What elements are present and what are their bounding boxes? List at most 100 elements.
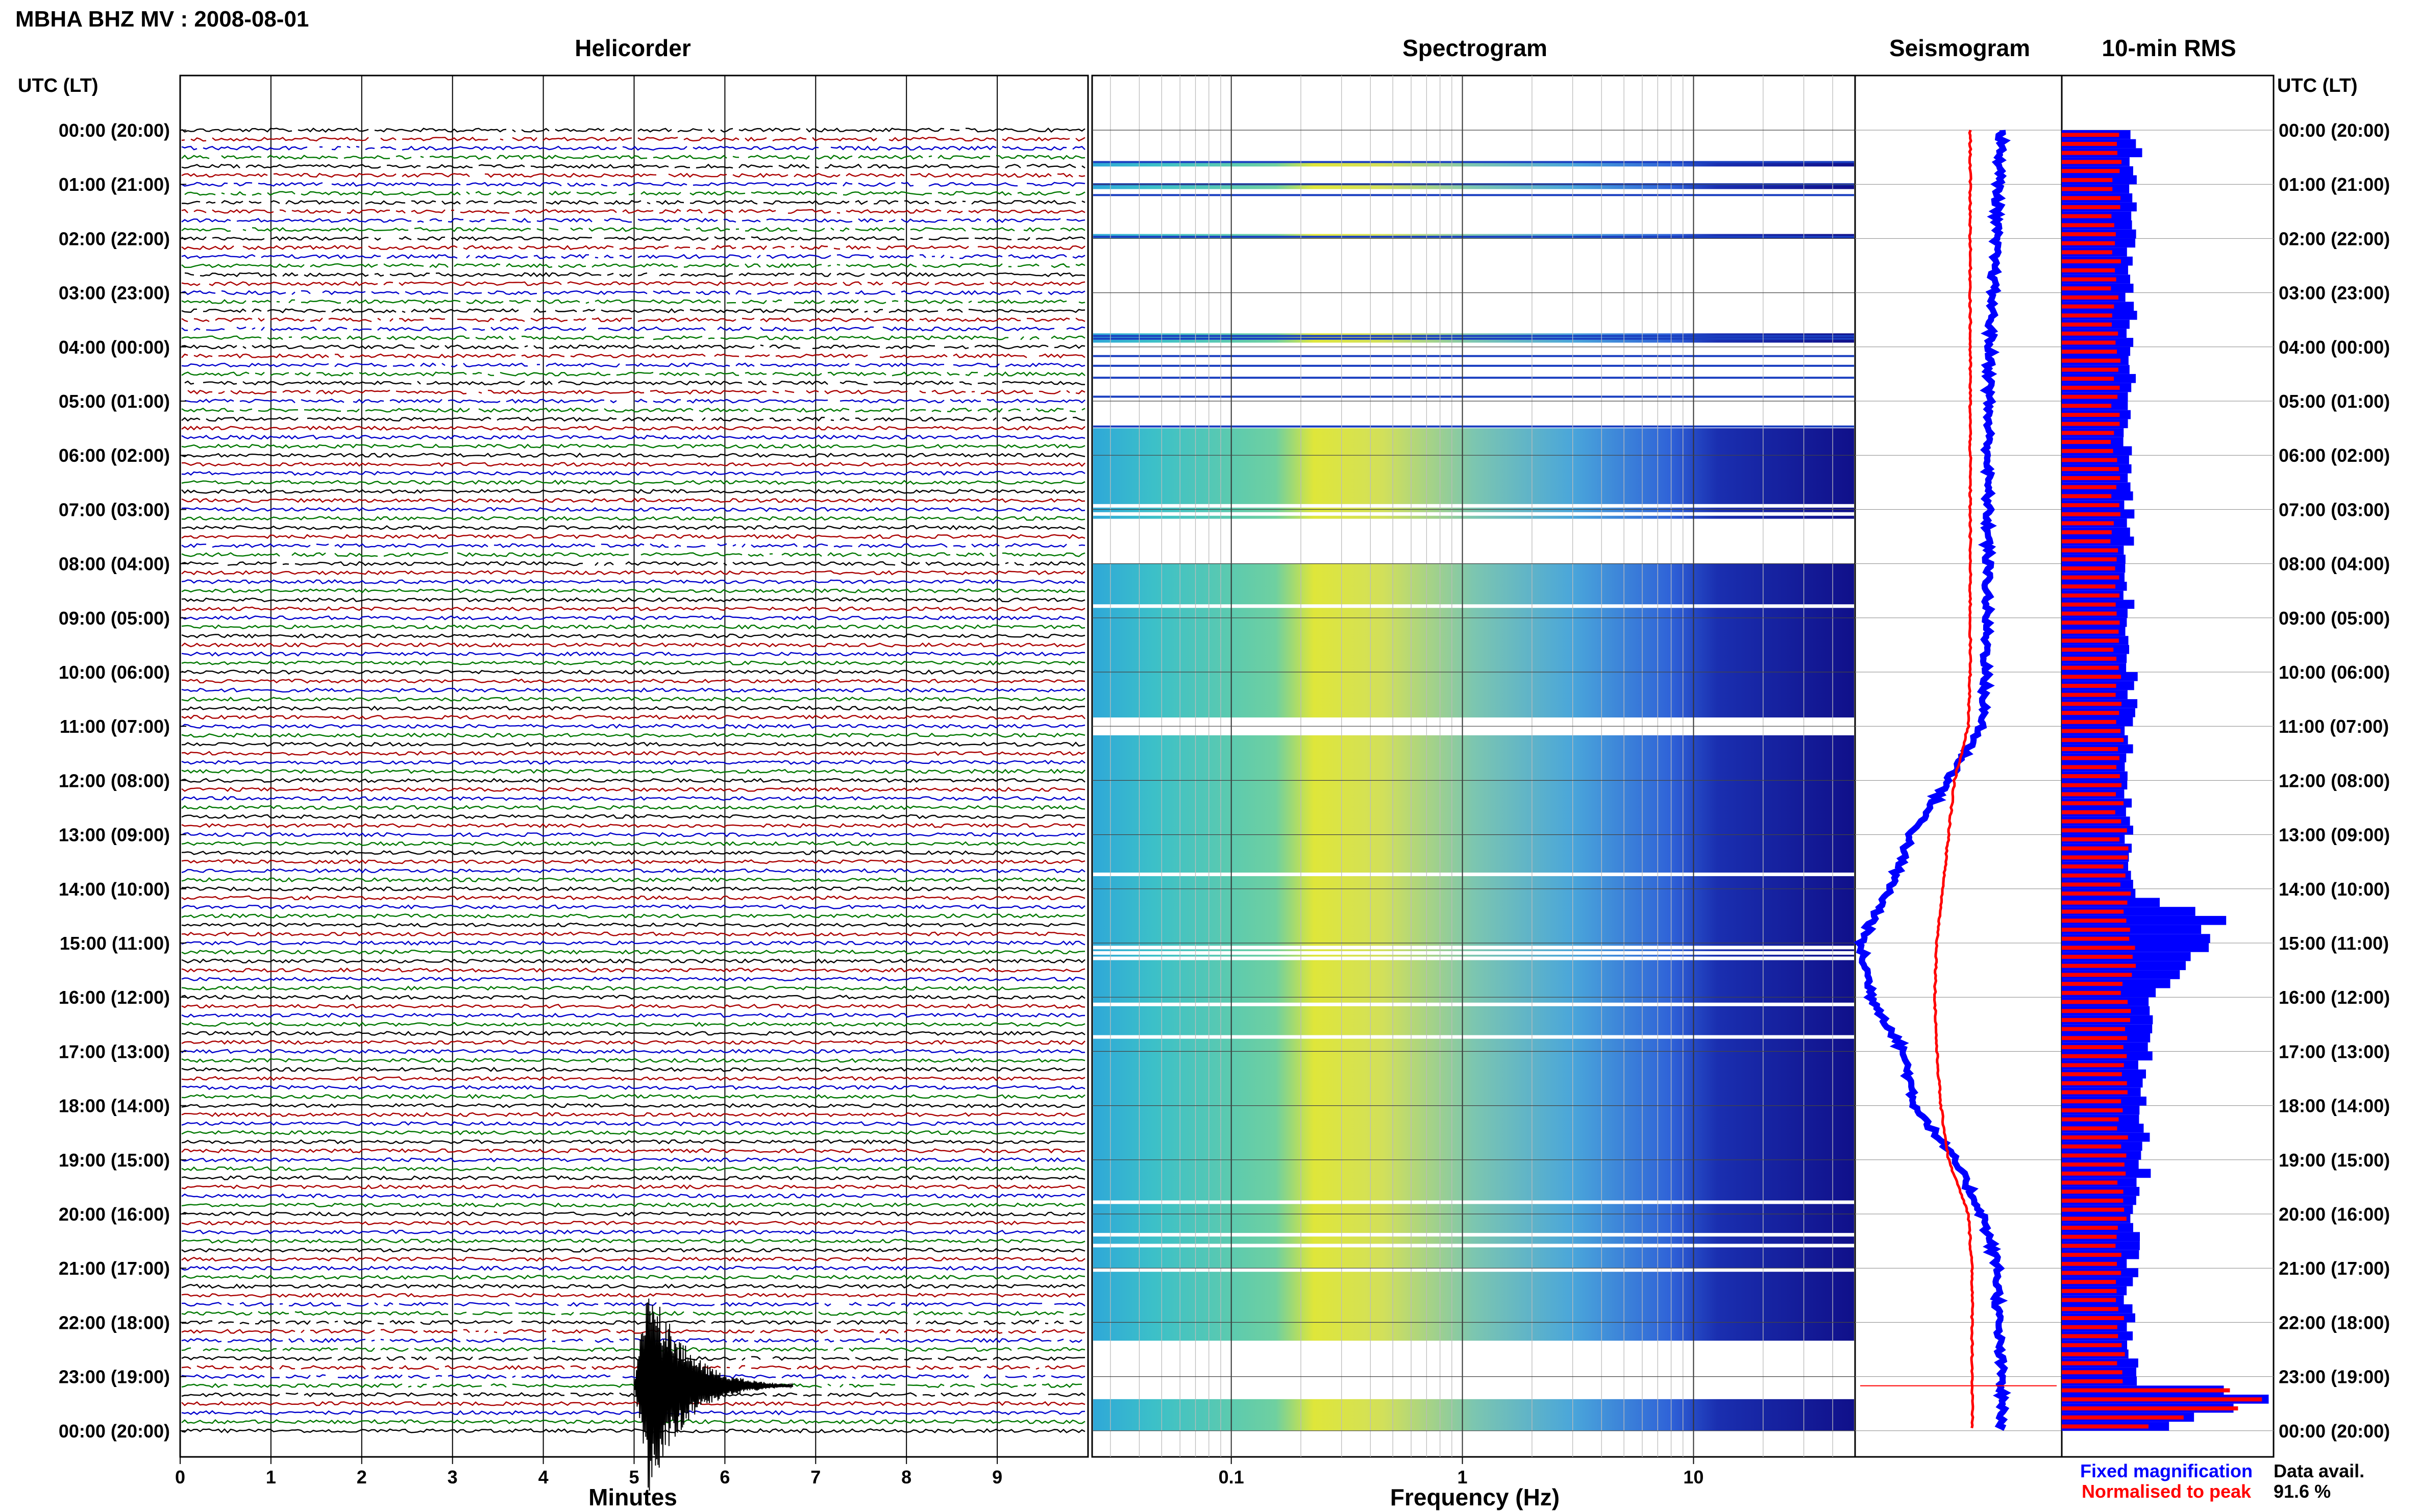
spectrogram-stray-line (1093, 425, 1854, 428)
helicorder-trace (184, 190, 1085, 196)
y-tick-label: 20:00 (16:00) (59, 1204, 170, 1225)
y-tick-labels-left: 00:00 (20:00) 01:00 (21:00) 02:00 (22:00) 0… (59, 120, 186, 1442)
spectrogram-row (1093, 965, 1854, 971)
spectrogram-stray-line (1093, 337, 1854, 340)
rms-normalised-bar (2062, 394, 2118, 399)
spectrogram-row (1093, 853, 1854, 858)
y-tick-label: 21:00 (17:00) (59, 1258, 170, 1279)
spectrogram-row (1093, 947, 1854, 953)
rms-normalised-bar (2062, 1207, 2125, 1212)
rms-normalised-bar (2062, 1325, 2117, 1329)
spectrogram-row (1093, 1403, 1854, 1409)
spectrogram-row (1093, 1146, 1854, 1151)
y-tick-label: 07:00 (03:00) (59, 499, 170, 520)
rms-normalised-bar (2062, 738, 2124, 742)
y-tick-label: 16:00 (12:00) (2279, 987, 2390, 1008)
spectrogram-row (1093, 685, 1854, 690)
helicorder-trace (181, 1392, 1085, 1398)
spectrogram-gap-line (1093, 731, 1854, 735)
spectrogram-row (1093, 1327, 1854, 1332)
rms-normalised-bar (2062, 350, 2117, 354)
helicorder-trace (181, 434, 1085, 440)
rms-normalised-bar (2062, 1217, 2127, 1221)
y-tick-label: 19:00 (15:00) (59, 1150, 170, 1171)
rms-normalised-bar (2062, 1117, 2119, 1122)
minutes-tick-label: 1 (266, 1467, 276, 1488)
spectrogram-row (1093, 451, 1854, 456)
rms-normalised-bar (2062, 214, 2112, 218)
rms-normalised-bar (2062, 891, 2131, 896)
y-tick-label: 19:00 (15:00) (2279, 1150, 2390, 1171)
rms-normalised-bar (2062, 431, 2114, 435)
spectrogram-row (1093, 807, 1854, 812)
spectrogram-stray-line (1093, 355, 1854, 357)
rms-normalised-bar (2062, 1135, 2128, 1139)
spectrogram-row (1093, 1096, 1854, 1102)
legend-fixed-magnification: Fixed magnification (2080, 1460, 2253, 1481)
y-tick-label: 00:00 (20:00) (59, 120, 170, 141)
helicorder-trace (181, 1157, 1085, 1162)
helicorder-trace (181, 697, 1085, 702)
spectrogram-row (1093, 491, 1854, 497)
rms-normalised-bar (2062, 268, 2115, 272)
spectrogram-row (1093, 1236, 1854, 1242)
helicorder-trace (181, 1229, 1085, 1235)
rms-normalised-bar (2062, 1000, 2128, 1004)
spectrogram-row (1093, 1060, 1854, 1065)
helicorder-trace (181, 1193, 1085, 1199)
spectrogram-row (1093, 1408, 1854, 1413)
helicorder-trace (181, 1003, 1085, 1009)
helicorder-trace (181, 949, 1085, 955)
helicorder-trace (181, 1039, 1085, 1045)
rms-normalised-bar (2062, 241, 2115, 245)
minutes-axis-label: Minutes (588, 1484, 677, 1510)
rms-normalised-bar (2062, 1424, 2149, 1429)
spectrogram-row (1093, 825, 1854, 831)
rms-normalised-bar (2062, 1316, 2124, 1320)
y-tick-label: 01:00 (21:00) (59, 174, 170, 195)
rms-normalised-bar (2062, 819, 2121, 824)
spectrogram-row (1093, 1277, 1854, 1282)
rms-normalised-bar (2062, 286, 2111, 291)
spectrogram-row (1093, 663, 1854, 668)
helicorder-trace (181, 371, 1085, 377)
spectrogram-row (1093, 1064, 1854, 1070)
spectrogram-row (1093, 1006, 1854, 1011)
spectrogram-row (1093, 1241, 1854, 1246)
spectrogram-row (1093, 338, 1854, 343)
spectrogram-row (1093, 636, 1854, 641)
rms-normalised-bar (2062, 1271, 2121, 1275)
spectrogram-row (1093, 703, 1854, 709)
rms-normalised-bar (2062, 765, 2116, 770)
helicorder-trace (181, 895, 1085, 901)
rms-normalised-bar (2062, 675, 2121, 679)
spectrogram-row (1093, 428, 1854, 433)
helicorder-panel (179, 75, 1089, 1491)
rms-title: 10-min RMS (2102, 35, 2236, 61)
spectrogram-row (1093, 1263, 1854, 1269)
helicorder-trace (181, 163, 1085, 169)
spectrogram-row (1093, 993, 1854, 998)
spectrogram-row (1093, 766, 1854, 772)
helicorder-trace (181, 1293, 1085, 1298)
rms-normalised-bar (2062, 656, 2117, 661)
spectrogram-gap-line (1093, 1035, 1854, 1039)
helicorder-trace (181, 416, 1085, 422)
spectrogram-row (1093, 582, 1854, 587)
y-tick-label: 05:00 (01:00) (2279, 391, 2390, 412)
rms-normalised-bar (2062, 187, 2113, 191)
spectrogram-row (1093, 911, 1854, 916)
helicorder-trace (181, 281, 1085, 286)
helicorder-trace (181, 1139, 1085, 1145)
spectrogram-row (1093, 1218, 1854, 1224)
y-tick-label: 14:00 (10:00) (59, 879, 170, 900)
helicorder-trace (181, 868, 1085, 874)
helicorder-trace (181, 624, 1085, 630)
spectrogram-stray-line (1093, 377, 1854, 379)
spectrogram-row (1093, 568, 1854, 573)
helicorder-trace (181, 1247, 1085, 1253)
rms-normalised-bar (2062, 1261, 2117, 1266)
spectrogram-row (1093, 925, 1854, 930)
rms-normalised-bar (2062, 1388, 2230, 1393)
spectrogram-row (1093, 785, 1854, 790)
